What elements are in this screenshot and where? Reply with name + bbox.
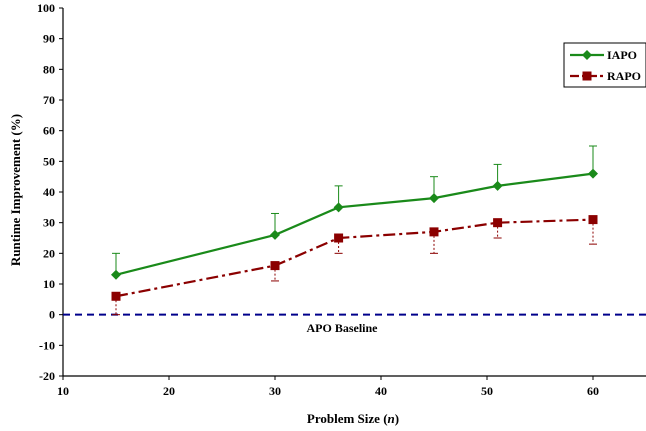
data-point <box>429 193 439 204</box>
series-layer <box>63 145 646 316</box>
x-axis-title-var: n <box>388 411 395 426</box>
x-tick-label: 40 <box>375 384 387 398</box>
legend-marker <box>582 50 592 60</box>
y-tick-label: 30 <box>43 216 55 230</box>
data-point <box>588 168 598 179</box>
data-point <box>334 233 344 243</box>
data-point <box>111 291 121 301</box>
data-point <box>588 215 598 225</box>
y-tick-label: -10 <box>39 338 55 352</box>
axes: -20 -10 0 10 20 30 40 50 60 70 80 90 100 10 20 30 40 50 60 <box>37 1 646 398</box>
x-axis-title-text: Problem Size ( <box>307 411 388 426</box>
x-tick-label: 10 <box>57 384 69 398</box>
y-tick-label: 40 <box>43 185 55 199</box>
x-axis-title-end: ) <box>395 411 399 426</box>
y-axis-title: Runtime Improvement (%) <box>8 114 23 266</box>
y-tick-label: 100 <box>37 1 55 15</box>
legend-marker <box>582 71 592 81</box>
y-tick-label: 80 <box>43 62 55 76</box>
x-tick-label: 20 <box>163 384 175 398</box>
y-tick-label: 0 <box>49 308 55 322</box>
y-tick-label: 70 <box>43 93 55 107</box>
data-point <box>492 180 503 191</box>
data-point <box>493 218 503 228</box>
x-tick-label: 30 <box>269 384 281 398</box>
y-tick-label: 20 <box>43 246 55 260</box>
y-tick-label: 50 <box>43 154 55 168</box>
legend: IAPO RAPO <box>563 42 646 88</box>
data-point <box>333 202 344 213</box>
baseline-label: APO Baseline <box>307 321 379 335</box>
series-line <box>115 218 594 298</box>
series-line <box>115 172 594 276</box>
legend-label: IAPO <box>607 48 637 62</box>
y-tick-label: 60 <box>43 124 55 138</box>
legend-box <box>563 42 646 88</box>
data-point <box>270 261 280 271</box>
y-tick-label: 90 <box>43 32 55 46</box>
y-tick-label: -20 <box>39 369 55 383</box>
y-tick-label: 10 <box>43 277 55 291</box>
x-tick-label: 60 <box>587 384 599 398</box>
data-point <box>429 227 439 237</box>
series-iapo <box>111 145 598 280</box>
labels-layer: APO Baseline Problem Size (n) Runtime Im… <box>8 114 399 426</box>
data-point <box>111 269 121 280</box>
series-rapo <box>111 215 598 316</box>
data-point <box>270 229 280 240</box>
x-tick-label: 50 <box>481 384 493 398</box>
legend-label: RAPO <box>607 69 641 83</box>
x-axis-title: Problem Size (n) <box>307 411 399 426</box>
